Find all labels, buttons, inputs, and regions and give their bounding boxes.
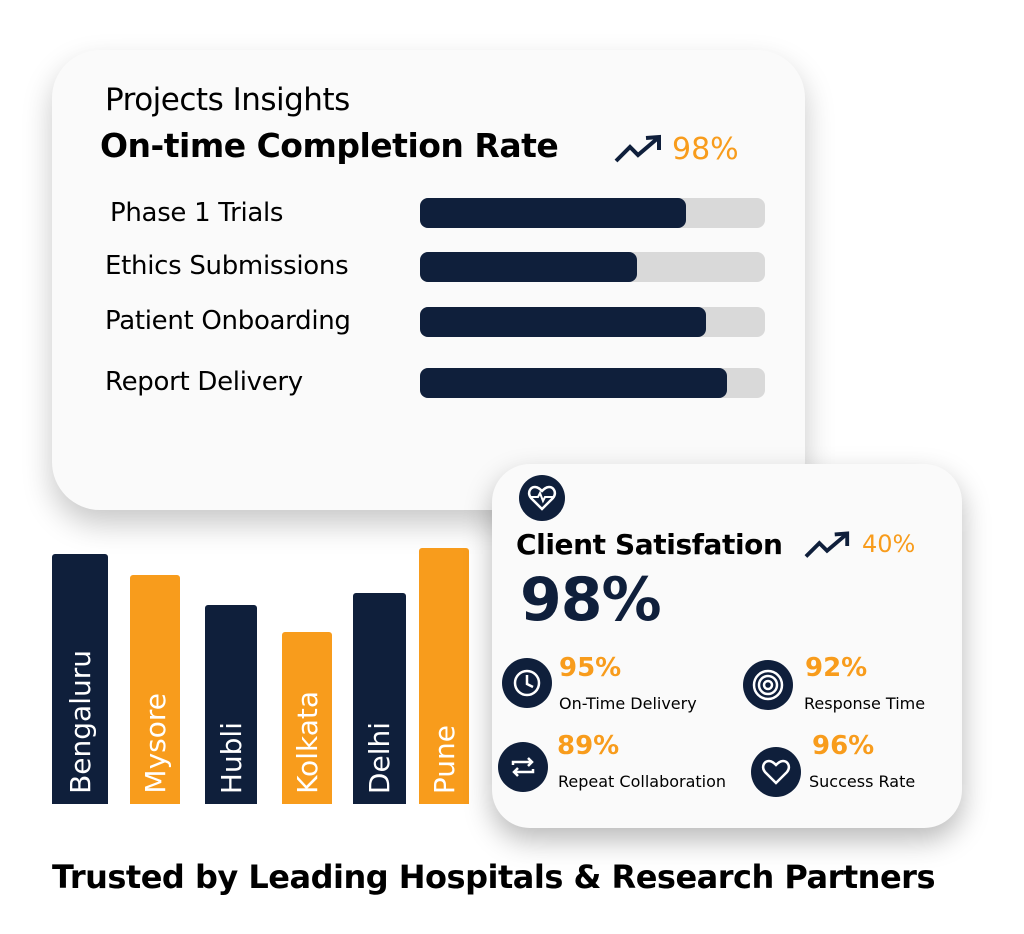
trend-up-icon bbox=[804, 531, 850, 558]
metric-value: 95% bbox=[559, 653, 622, 683]
bar-label: Mysore bbox=[138, 693, 172, 794]
progress-bar bbox=[420, 368, 765, 398]
bar-hubli: Hubli bbox=[205, 605, 257, 804]
trend-up-icon bbox=[614, 134, 661, 163]
heart-icon bbox=[751, 747, 801, 797]
bar-pune: Pune bbox=[419, 548, 469, 804]
progress-fill bbox=[420, 252, 638, 282]
heart-pulse-icon bbox=[519, 475, 565, 521]
repeat-icon bbox=[498, 742, 548, 792]
target-icon bbox=[743, 660, 793, 710]
progress-label: Ethics Submissions bbox=[105, 251, 349, 281]
client-satisfaction-title: Client Satisfation bbox=[516, 528, 783, 561]
metric-label: Success Rate bbox=[809, 772, 916, 791]
client-satisfaction-card bbox=[492, 464, 962, 828]
bar-mysore: Mysore bbox=[130, 575, 180, 804]
metric-label: Repeat Collaboration bbox=[558, 772, 727, 791]
bar-delhi: Delhi bbox=[353, 593, 406, 804]
progress-bar bbox=[420, 307, 765, 337]
progress-bar bbox=[420, 252, 765, 282]
satisfaction-value: 98% bbox=[520, 565, 662, 635]
footer-tagline: Trusted by Leading Hospitals & Research … bbox=[52, 858, 935, 896]
completion-rate-title: On-time Completion Rate bbox=[100, 126, 559, 165]
bar-label: Delhi bbox=[363, 721, 396, 794]
progress-label: Report Delivery bbox=[105, 367, 303, 397]
bar-label: Kolkata bbox=[290, 691, 324, 794]
bar-label: Bengaluru bbox=[63, 650, 97, 794]
bar-label: Pune bbox=[427, 724, 461, 794]
progress-fill bbox=[420, 198, 686, 228]
satisfaction-trend-value: 40% bbox=[862, 530, 916, 558]
progress-fill bbox=[420, 368, 728, 398]
progress-bar bbox=[420, 198, 765, 228]
metric-value: 92% bbox=[805, 653, 868, 683]
bar-label: Hubli bbox=[214, 721, 248, 794]
metric-value: 96% bbox=[812, 731, 875, 761]
progress-label: Phase 1 Trials bbox=[110, 198, 284, 228]
metric-label: Response Time bbox=[804, 694, 926, 713]
progress-label: Patient Onboarding bbox=[105, 306, 351, 336]
bar-kolkata: Kolkata bbox=[282, 632, 332, 804]
clock-icon bbox=[502, 658, 552, 708]
bar-bengaluru: Bengaluru bbox=[52, 554, 108, 804]
metric-value: 89% bbox=[557, 731, 620, 761]
card-heading: Projects Insights bbox=[105, 82, 350, 118]
metric-label: On-Time Delivery bbox=[559, 694, 697, 713]
completion-rate-value: 98% bbox=[672, 132, 739, 167]
progress-fill bbox=[420, 307, 707, 337]
